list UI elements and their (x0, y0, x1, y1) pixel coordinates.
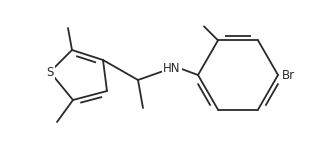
Text: HN: HN (163, 61, 181, 75)
Text: S: S (46, 65, 54, 79)
Text: Br: Br (282, 69, 295, 81)
